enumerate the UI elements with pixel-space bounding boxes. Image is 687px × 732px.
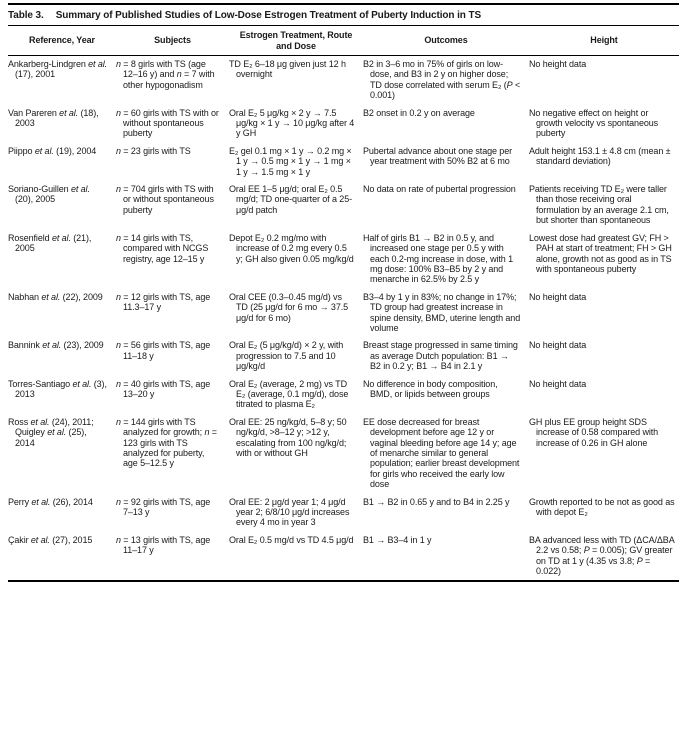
height-cell: GH plus EE group height SDS increase of … [529, 416, 659, 448]
subjects-cell: n = 144 girls with TS analyzed for growt… [116, 416, 217, 469]
table-row: Çakir et al. (27), 2015 n = 13 girls wit… [8, 532, 679, 582]
reference-cell: Çakir et al. (27), 2015 [8, 534, 93, 545]
subjects-cell: n = 13 girls with TS, age 11–17 y [116, 534, 211, 556]
outcomes-cell: EE dose decreased for breast development… [363, 416, 520, 490]
subjects-cell: n = 704 girls with TS with or without sp… [116, 184, 214, 215]
outcomes-cell: No difference in body composition, BMD, … [363, 378, 498, 399]
treatment-cell: Depot E₂ 0.2 mg/mo with increase of 0.2 … [229, 232, 354, 264]
reference-cell: Bannink et al. (23), 2009 [8, 340, 104, 351]
subjects-cell: n = 12 girls with TS, age 11.3–17 y [116, 291, 211, 313]
reference-cell: Ankarberg-Lindgren et al. (17), 2001 [8, 59, 108, 80]
height-cell: No height data [529, 291, 587, 302]
table-row: Torres-Santiago et al. (3), 2013 n = 40 … [8, 376, 679, 414]
subjects-cell: n = 56 girls with TS, age 11–18 y [116, 340, 211, 361]
table-row: Rosenfield et al. (21), 2005 n = 14 girl… [8, 230, 679, 289]
column-header-outcomes: Outcomes [363, 26, 529, 56]
column-header-height: Height [529, 26, 679, 56]
outcomes-cell: B2 onset in 0.2 y on average [363, 107, 475, 118]
column-header-treatment: Estrogen Treatment, Route and Dose [229, 26, 363, 56]
reference-cell: Perry et al. (26), 2014 [8, 496, 93, 507]
subjects-cell: n = 40 girls with TS, age 13–20 y [116, 378, 211, 399]
subjects-cell: n = 8 girls with TS (age 12–16 y) and n … [116, 59, 215, 90]
height-cell: No negative effect on height or growth v… [529, 107, 659, 139]
table-row: Soriano-Guillen et al. (20), 2005 n = 70… [8, 181, 679, 230]
treatment-cell: Oral E₂ (average, 2 mg) vs TD E₂ (averag… [229, 378, 349, 410]
reference-cell: Nabhan et al. (22), 2009 [8, 291, 103, 302]
subjects-cell: n = 92 girls with TS, age 7–13 y [116, 496, 211, 518]
table-row: Ross et al. (24), 2011; Quigley et al. (… [8, 414, 679, 494]
table-label: Table 3. [8, 10, 44, 21]
height-cell: No height data [529, 378, 587, 389]
outcomes-cell: Half of girls B1 → B2 in 0.5 y, and incr… [363, 232, 513, 285]
table-row: Nabhan et al. (22), 2009 n = 12 girls wi… [8, 289, 679, 338]
height-cell: BA advanced less with TD (ΔCA/ΔBA 2.2 vs… [529, 534, 675, 577]
table-header: Reference, Year Subjects Estrogen Treatm… [8, 26, 679, 56]
table-row: Van Pareren et al. (18), 2003 n = 60 gir… [8, 105, 679, 143]
reference-cell: Rosenfield et al. (21), 2005 [8, 232, 92, 254]
outcomes-cell: B1 → B2 in 0.65 y and to B4 in 2.25 y [363, 496, 510, 507]
treatment-cell: Oral CEE (0.3–0.45 mg/d) vs TD (25 μg/d … [229, 291, 349, 323]
subjects-cell: n = 14 girls with TS, compared with NCGS… [116, 232, 209, 264]
column-header-reference: Reference, Year [8, 26, 116, 56]
reference-cell: Ross et al. (24), 2011; Quigley et al. (… [8, 416, 94, 448]
reference-cell: Soriano-Guillen et al. (20), 2005 [8, 184, 90, 205]
treatment-cell: Oral EE: 2 μg/d year 1; 4 μg/d year 2; 6… [229, 496, 350, 528]
table-3: Table 3. Summary of Published Studies of … [8, 3, 679, 583]
table-body: Ankarberg-Lindgren et al. (17), 2001 n =… [8, 56, 679, 582]
treatment-cell: Oral E₂ 0.5 mg/d vs TD 4.5 μg/d [229, 534, 354, 545]
treatment-cell: Oral E₂ 5 μg/kg × 2 y → 7.5 μg/kg × 1 y … [229, 107, 355, 139]
treatment-cell: E₂ gel 0.1 mg × 1 y → 0.2 mg × 1 y → 0.5… [229, 145, 352, 177]
table-row: Piippo et al. (19), 2004 n = 23 girls wi… [8, 143, 679, 181]
reference-cell: Piippo et al. (19), 2004 [8, 145, 97, 156]
height-cell: Patients receiving TD E₂ were taller tha… [529, 184, 669, 226]
subjects-cell: n = 23 girls with TS [116, 145, 191, 156]
height-cell: No height data [529, 340, 587, 351]
outcomes-cell: B3–4 by 1 y in 83%; no change in 17%; TD… [363, 291, 521, 333]
height-cell: Growth reported to be not as good as wit… [529, 496, 675, 518]
outcomes-cell: B2 in 3–6 mo in 75% of girls on low-dose… [363, 59, 521, 101]
column-header-subjects: Subjects [116, 26, 229, 56]
subjects-cell: n = 60 girls with TS with or without spo… [116, 107, 219, 139]
table-title-text: Summary of Published Studies of Low-Dose… [55, 10, 482, 21]
reference-cell: Torres-Santiago et al. (3), 2013 [8, 378, 107, 399]
height-cell: No height data [529, 59, 587, 69]
outcomes-cell: Breast stage progressed in same timing a… [363, 340, 518, 372]
table-row: Perry et al. (26), 2014 n = 92 girls wit… [8, 494, 679, 532]
table-title: Table 3. Summary of Published Studies of … [8, 5, 679, 26]
table-row: Ankarberg-Lindgren et al. (17), 2001 n =… [8, 56, 679, 105]
height-cell: Lowest dose had greatest GV; FH > PAH at… [529, 232, 672, 274]
studies-table: Reference, Year Subjects Estrogen Treatm… [8, 26, 679, 583]
table-row: Bannink et al. (23), 2009 n = 56 girls w… [8, 337, 679, 375]
outcomes-cell: Pubertal advance about one stage per yea… [363, 145, 513, 167]
treatment-cell: Oral E₂ (5 μg/kg/d) × 2 y, with progress… [229, 340, 344, 372]
height-cell: Adult height 153.1 ± 4.8 cm (mean ± stan… [529, 145, 671, 167]
treatment-cell: TD E₂ 6–18 μg given just 12 h overnight [229, 59, 346, 80]
outcomes-cell: No data on rate of pubertal progression [363, 184, 516, 195]
treatment-cell: Oral EE: 25 ng/kg/d, 5–8 y; 50 ng/kg/d, … [229, 416, 347, 458]
reference-cell: Van Pareren et al. (18), 2003 [8, 107, 99, 129]
outcomes-cell: B1 → B3–4 in 1 y [363, 534, 432, 545]
treatment-cell: Oral EE 1–5 μg/d; oral E₂ 0.5 mg/d; TD o… [229, 184, 352, 215]
header-row: Reference, Year Subjects Estrogen Treatm… [8, 26, 679, 56]
